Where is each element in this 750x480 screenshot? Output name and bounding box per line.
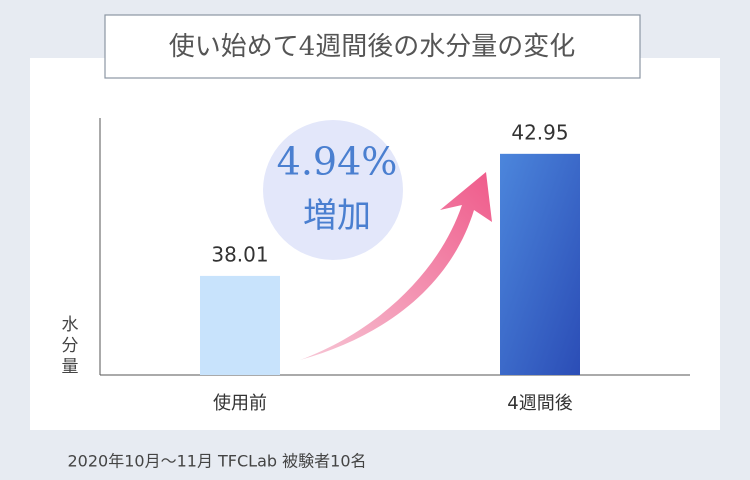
annotation: 増加 [303,196,371,236]
chart-title: 使い始めて4週間後の水分量の変化 [169,32,576,62]
title-box [104,14,641,79]
bar [200,275,280,375]
y-axis-label: 水分量 [62,315,79,377]
x-tick-label: 使用前 [213,393,267,414]
highlight-circle [263,120,403,260]
footnote: 2020年10月～11月 TFCLab 被験者10名 [68,452,367,471]
x-tick-label: 4週間後 [507,393,572,414]
arrow [300,172,492,360]
data-label: 38.01 [211,242,268,266]
annotation: 4.94% [277,140,398,184]
bar [500,153,580,375]
data-label: 42.95 [511,120,568,144]
